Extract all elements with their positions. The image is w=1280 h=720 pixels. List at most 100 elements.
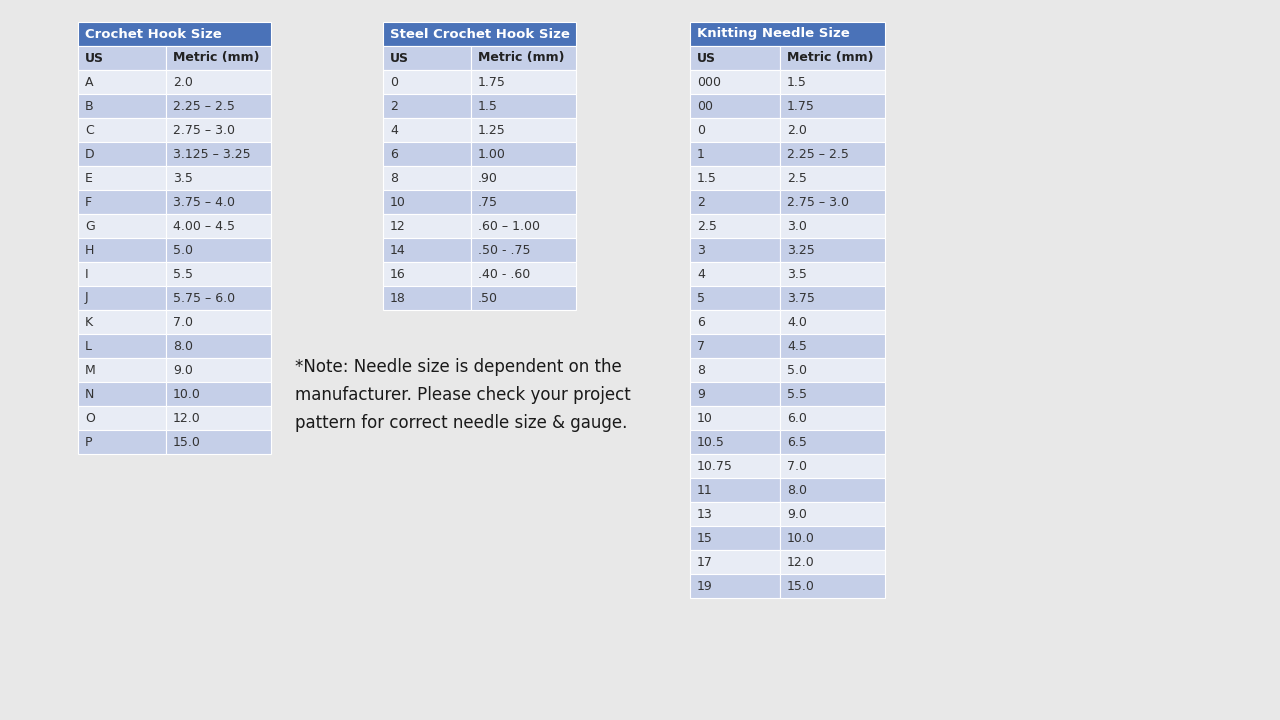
FancyBboxPatch shape [780, 46, 884, 70]
Text: 5.5: 5.5 [787, 387, 806, 400]
FancyBboxPatch shape [471, 214, 576, 238]
FancyBboxPatch shape [690, 382, 780, 406]
FancyBboxPatch shape [78, 430, 166, 454]
Text: US: US [84, 52, 104, 65]
FancyBboxPatch shape [780, 574, 884, 598]
FancyBboxPatch shape [471, 166, 576, 190]
FancyBboxPatch shape [78, 238, 166, 262]
FancyBboxPatch shape [780, 430, 884, 454]
Text: 10.0: 10.0 [173, 387, 201, 400]
Text: 1.5: 1.5 [698, 171, 717, 184]
Text: 8: 8 [698, 364, 705, 377]
FancyBboxPatch shape [780, 238, 884, 262]
Text: 15: 15 [698, 531, 713, 544]
FancyBboxPatch shape [780, 70, 884, 94]
FancyBboxPatch shape [690, 406, 780, 430]
FancyBboxPatch shape [690, 478, 780, 502]
Text: K: K [84, 315, 93, 328]
FancyBboxPatch shape [78, 406, 166, 430]
Text: Knitting Needle Size: Knitting Needle Size [698, 27, 850, 40]
Text: Metric (mm): Metric (mm) [173, 52, 260, 65]
FancyBboxPatch shape [690, 286, 780, 310]
Text: US: US [698, 52, 716, 65]
FancyBboxPatch shape [780, 382, 884, 406]
FancyBboxPatch shape [78, 118, 166, 142]
FancyBboxPatch shape [383, 46, 471, 70]
Text: 10.5: 10.5 [698, 436, 724, 449]
FancyBboxPatch shape [166, 94, 271, 118]
FancyBboxPatch shape [780, 94, 884, 118]
FancyBboxPatch shape [78, 46, 166, 70]
FancyBboxPatch shape [690, 502, 780, 526]
FancyBboxPatch shape [383, 22, 576, 46]
FancyBboxPatch shape [471, 286, 576, 310]
Text: 1: 1 [698, 148, 705, 161]
Text: 15.0: 15.0 [173, 436, 201, 449]
Text: B: B [84, 99, 93, 112]
Text: J: J [84, 292, 88, 305]
FancyBboxPatch shape [471, 118, 576, 142]
FancyBboxPatch shape [383, 238, 471, 262]
FancyBboxPatch shape [690, 166, 780, 190]
Text: *Note: Needle size is dependent on the
manufacturer. Please check your project
p: *Note: Needle size is dependent on the m… [294, 358, 631, 431]
Text: 000: 000 [698, 76, 721, 89]
FancyBboxPatch shape [690, 454, 780, 478]
FancyBboxPatch shape [690, 238, 780, 262]
Text: 3.5: 3.5 [173, 171, 193, 184]
Text: I: I [84, 268, 88, 281]
Text: N: N [84, 387, 95, 400]
Text: 2.25 – 2.5: 2.25 – 2.5 [787, 148, 849, 161]
Text: 5.5: 5.5 [173, 268, 193, 281]
Text: G: G [84, 220, 95, 233]
FancyBboxPatch shape [166, 70, 271, 94]
FancyBboxPatch shape [166, 214, 271, 238]
FancyBboxPatch shape [78, 70, 166, 94]
Text: .60 – 1.00: .60 – 1.00 [477, 220, 540, 233]
FancyBboxPatch shape [780, 550, 884, 574]
Text: 11: 11 [698, 484, 713, 497]
FancyBboxPatch shape [690, 550, 780, 574]
FancyBboxPatch shape [690, 22, 884, 46]
FancyBboxPatch shape [690, 214, 780, 238]
FancyBboxPatch shape [383, 70, 471, 94]
FancyBboxPatch shape [383, 262, 471, 286]
FancyBboxPatch shape [780, 286, 884, 310]
FancyBboxPatch shape [780, 526, 884, 550]
FancyBboxPatch shape [383, 118, 471, 142]
Text: 2.5: 2.5 [698, 220, 717, 233]
Text: .40 - .60: .40 - .60 [477, 268, 530, 281]
FancyBboxPatch shape [780, 454, 884, 478]
Text: 15.0: 15.0 [787, 580, 815, 593]
Text: L: L [84, 340, 92, 353]
FancyBboxPatch shape [471, 238, 576, 262]
FancyBboxPatch shape [690, 334, 780, 358]
FancyBboxPatch shape [690, 358, 780, 382]
FancyBboxPatch shape [166, 262, 271, 286]
Text: US: US [390, 52, 410, 65]
Text: 3: 3 [698, 243, 705, 256]
FancyBboxPatch shape [166, 190, 271, 214]
Text: O: O [84, 412, 95, 425]
Text: 1.5: 1.5 [787, 76, 806, 89]
Text: 10.75: 10.75 [698, 459, 733, 472]
Text: C: C [84, 124, 93, 137]
Text: 2.75 – 3.0: 2.75 – 3.0 [173, 124, 236, 137]
FancyBboxPatch shape [383, 142, 471, 166]
Text: 14: 14 [390, 243, 406, 256]
Text: A: A [84, 76, 93, 89]
Text: E: E [84, 171, 93, 184]
FancyBboxPatch shape [780, 118, 884, 142]
Text: H: H [84, 243, 95, 256]
Text: 6.5: 6.5 [787, 436, 806, 449]
FancyBboxPatch shape [166, 382, 271, 406]
FancyBboxPatch shape [471, 70, 576, 94]
Text: 18: 18 [390, 292, 406, 305]
FancyBboxPatch shape [690, 262, 780, 286]
FancyBboxPatch shape [383, 190, 471, 214]
FancyBboxPatch shape [166, 406, 271, 430]
FancyBboxPatch shape [166, 334, 271, 358]
FancyBboxPatch shape [166, 310, 271, 334]
FancyBboxPatch shape [166, 142, 271, 166]
Text: 5.0: 5.0 [173, 243, 193, 256]
Text: 8.0: 8.0 [173, 340, 193, 353]
